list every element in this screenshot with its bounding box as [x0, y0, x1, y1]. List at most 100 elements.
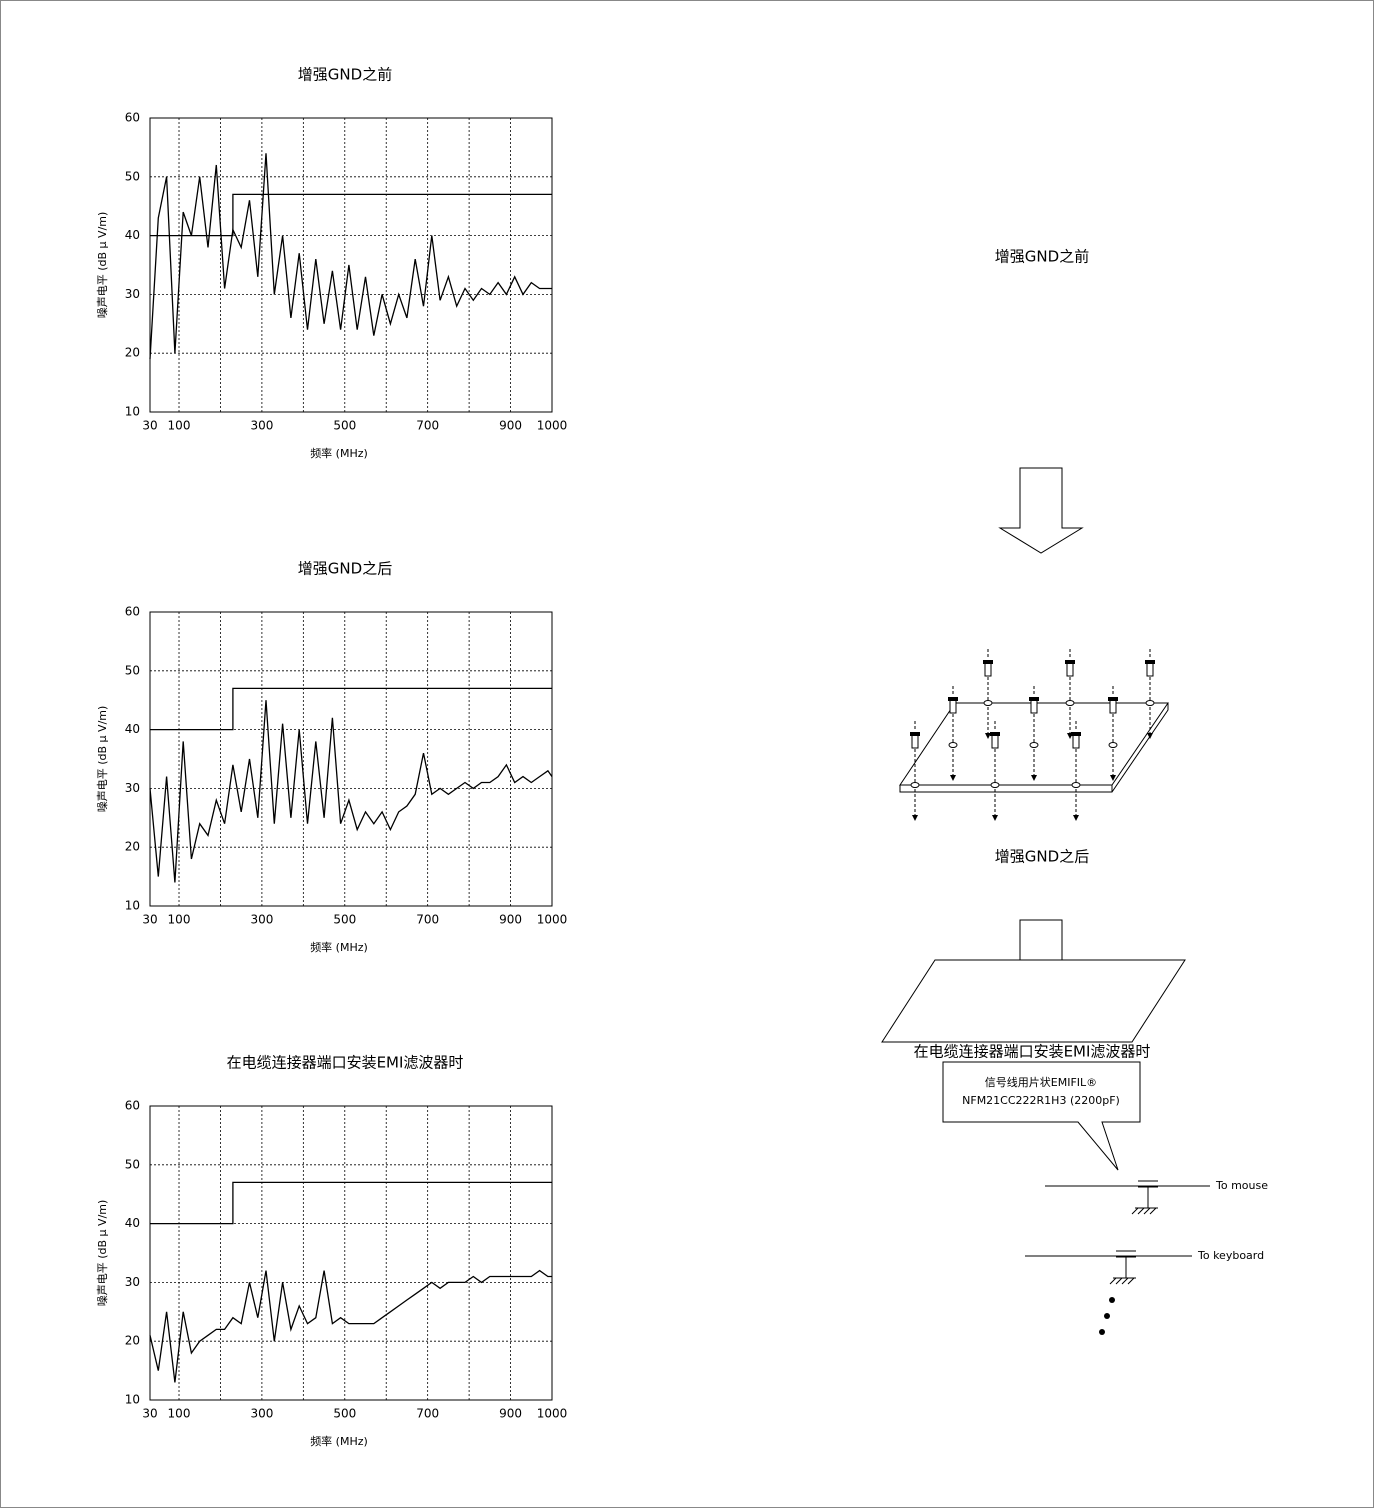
screw: [1072, 734, 1080, 749]
x-tick-label: 900: [499, 419, 522, 433]
chart-title: 增强GND之前: [298, 66, 392, 84]
series-line: [149, 1269, 552, 1383]
screw-head: [1065, 660, 1075, 664]
y-tick-label: 60: [125, 605, 140, 619]
y-tick-label: 60: [125, 111, 140, 125]
screw-head: [948, 697, 958, 701]
arrow-tip: [1147, 733, 1153, 739]
y-tick-label: 10: [125, 405, 140, 419]
series-line: [150, 193, 552, 237]
x-tick-label: 900: [499, 1407, 522, 1421]
dot: [1099, 1329, 1105, 1335]
x-axis-label: 频率 (MHz): [310, 446, 368, 460]
label-before: 增强GND之前: [995, 248, 1089, 266]
hole: [1029, 742, 1039, 748]
y-tick-label: 10: [125, 899, 140, 913]
y-tick-label: 40: [125, 722, 140, 736]
x-tick-label: 300: [250, 419, 273, 433]
arrow-tip: [1110, 775, 1116, 781]
arrow-tip: [992, 815, 998, 821]
y-tick-label: 50: [125, 663, 140, 677]
x-tick-label: 100: [168, 913, 191, 927]
screw: [911, 734, 919, 749]
y-tick-label: 10: [125, 1393, 140, 1407]
hole: [1065, 700, 1075, 706]
screw-head: [910, 732, 920, 736]
screw: [1066, 662, 1074, 677]
filter-mouse: [1045, 1180, 1210, 1215]
hole: [990, 782, 1000, 788]
series-line: [149, 700, 553, 883]
screw-head: [1145, 660, 1155, 664]
y-axis-label: 噪声电平 (dB μ V/m): [95, 212, 109, 319]
x-tick-label: 700: [416, 419, 439, 433]
dot: [1104, 1313, 1110, 1319]
hole: [1108, 742, 1118, 748]
x-tick-label: 30: [142, 913, 157, 927]
hole: [910, 782, 920, 788]
x-tick-label: 700: [416, 913, 439, 927]
chart-title: 增强GND之后: [298, 560, 392, 578]
plot-frame: [149, 611, 553, 907]
x-tick-label: 700: [416, 1407, 439, 1421]
series-line: [149, 153, 552, 360]
screw: [1109, 699, 1117, 714]
arrow-tip: [1031, 775, 1037, 781]
port-label: To mouse: [1215, 1179, 1268, 1192]
screw-head: [1071, 732, 1081, 736]
y-tick-label: 40: [125, 1216, 140, 1230]
hole: [983, 700, 993, 706]
x-tick-label: 1000: [537, 419, 568, 433]
label-after: 增强GND之后: [995, 848, 1089, 866]
x-tick-label: 30: [142, 1407, 157, 1421]
y-tick-label: 30: [125, 781, 140, 795]
x-tick-label: 500: [333, 913, 356, 927]
dot: [1109, 1297, 1115, 1303]
x-tick-label: 1000: [537, 1407, 568, 1421]
screw: [991, 734, 999, 749]
chart-title: 在电缆连接器端口安装EMI滤波器时: [227, 1054, 464, 1072]
x-tick-label: 100: [168, 1407, 191, 1421]
hole: [1145, 700, 1155, 706]
screw-head: [983, 660, 993, 664]
x-tick-label: 500: [333, 419, 356, 433]
y-axis-label: 噪声电平 (dB μ V/m): [95, 1200, 109, 1307]
y-tick-label: 20: [125, 346, 140, 360]
x-tick-label: 100: [168, 419, 191, 433]
plot-frame: [149, 1105, 553, 1401]
diagram: 增强GND之前 增强GND之后 信号线用片状EMIFIL® NFM21CC222…: [881, 248, 1268, 1335]
filter-keyboard: [1025, 1250, 1192, 1285]
y-tick-label: 30: [125, 287, 140, 301]
y-tick-label: 50: [125, 169, 140, 183]
series-line: [150, 687, 552, 731]
screw: [1146, 662, 1154, 677]
callout-line: 信号线用片状EMIFIL®: [985, 1075, 1097, 1089]
y-tick-label: 30: [125, 1275, 140, 1289]
x-tick-label: 300: [250, 913, 273, 927]
x-tick-label: 300: [250, 1407, 273, 1421]
callout-line: NFM21CC222R1H3 (2200pF): [962, 1094, 1120, 1107]
y-tick-label: 20: [125, 1334, 140, 1348]
y-axis-label: 噪声电平 (dB μ V/m): [95, 706, 109, 813]
arrow-tip: [985, 733, 991, 739]
x-tick-label: 1000: [537, 913, 568, 927]
y-tick-label: 20: [125, 840, 140, 854]
arrow-down: [998, 467, 1084, 554]
screw-head: [1029, 697, 1039, 701]
screw: [984, 662, 992, 677]
x-tick-label: 900: [499, 913, 522, 927]
series-line: [150, 1181, 552, 1225]
x-axis-label: 频率 (MHz): [310, 940, 368, 954]
caption: 在电缆连接器端口安装EMI滤波器时: [914, 1043, 1151, 1061]
pcb: [881, 959, 1186, 1043]
port-label: To keyboard: [1197, 1249, 1264, 1262]
y-tick-label: 60: [125, 1099, 140, 1113]
board-edge: [899, 703, 1169, 793]
x-tick-label: 30: [142, 419, 157, 433]
screw-head: [990, 732, 1000, 736]
y-tick-label: 40: [125, 228, 140, 242]
callout-box: [942, 1061, 1141, 1171]
